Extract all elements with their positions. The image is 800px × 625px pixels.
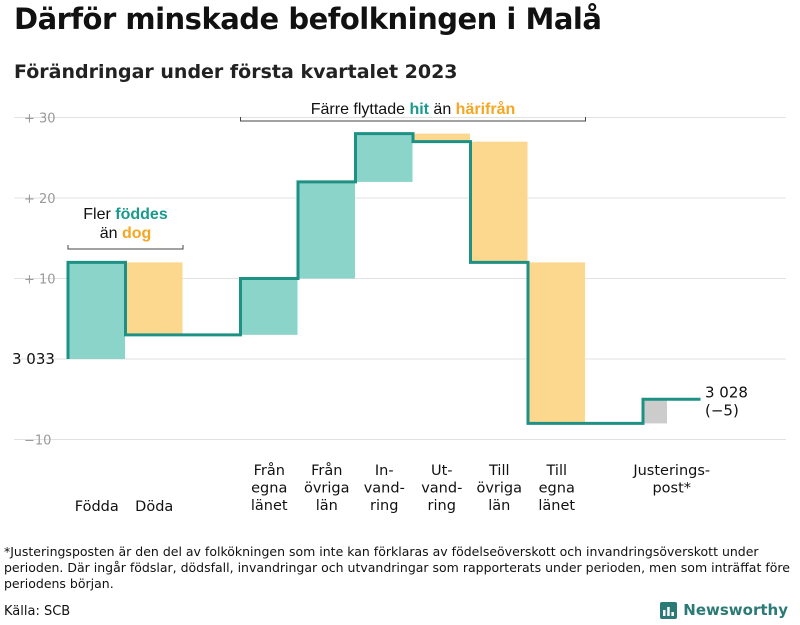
waterfall-bar-3	[240, 278, 298, 335]
annotation-text-part: föddes	[115, 206, 168, 223]
category-label-line: Justerings-	[632, 463, 710, 479]
brand-logo: Newsworthy	[660, 601, 788, 619]
category-label: Till övriga län	[476, 463, 522, 514]
chart-subtitle: Förändringar under första kvartalet 2023	[14, 61, 458, 83]
annotation-text-part: härifrån	[456, 100, 516, 118]
category-label-line: Från	[254, 462, 285, 479]
waterfall-bar-6	[413, 133, 470, 142]
category-label-line: Döda	[135, 499, 173, 515]
category-label: Från övriga län	[304, 462, 350, 514]
waterfall-bar-10	[643, 399, 667, 424]
category-label-line: Till	[488, 463, 510, 479]
annotation-text: än dog	[100, 225, 152, 242]
annotation-text-part: än	[100, 225, 122, 242]
annotation-bracket	[240, 117, 586, 122]
annotation-text-part: dog	[122, 225, 151, 242]
waterfall-bar-8	[528, 262, 585, 424]
annotation-bracket	[67, 245, 184, 250]
bar-chart-icon	[660, 601, 678, 619]
footnote: *Justeringsposten är den del av folkökni…	[4, 544, 790, 591]
category-label-line: län	[316, 498, 338, 514]
cumulative-step-line	[66, 132, 701, 425]
waterfall-bar-4	[298, 181, 355, 279]
category-label-line: övriga	[304, 481, 350, 497]
category-label-line: vand-	[421, 481, 462, 497]
category-label: Från egna länet	[251, 462, 288, 514]
category-label-line: Till	[546, 463, 568, 479]
waterfall-bar-7	[470, 141, 528, 263]
category-label-line: länet	[538, 498, 575, 514]
source-note: Källa: SCB	[4, 604, 71, 619]
category-label: Födda	[75, 499, 119, 515]
category-label-line: vand-	[364, 481, 405, 497]
category-label-line: ring	[370, 498, 398, 514]
annotation-text: Fler föddes	[83, 206, 168, 223]
category-label-line: egna	[539, 481, 575, 497]
category-label-line: ring	[428, 498, 456, 514]
y-tick-label: + 10	[24, 273, 56, 288]
annotation-text-part: Färre flyttade	[311, 101, 410, 118]
end-value-label: 3 028	[705, 383, 748, 401]
end-change-label: (−5)	[705, 401, 739, 419]
y-tick-label: −10	[24, 434, 51, 449]
brand-name: Newsworthy	[683, 601, 788, 619]
waterfall-bar-0	[68, 262, 125, 359]
y-tick-label: + 30	[24, 112, 56, 127]
category-label-line: län	[488, 498, 510, 514]
category-label-line: övriga	[476, 481, 522, 497]
annotation-text-part: än	[429, 101, 456, 118]
annotation-text-part: hit	[409, 101, 429, 118]
category-label: Ut-vand-ring	[421, 463, 462, 514]
start-value-label: 3 033	[12, 350, 55, 368]
category-label-line: Ut-	[431, 463, 453, 479]
category-label-line: In-	[375, 463, 394, 479]
chart-title: Därför minskade befolkningen i Malå	[14, 2, 602, 36]
category-label: Döda	[135, 499, 173, 515]
annotation-text-part: Fler	[83, 206, 115, 223]
category-label: In-vand-ring	[364, 463, 405, 514]
category-label-line: egna	[251, 481, 287, 497]
waterfall-bar-5	[355, 133, 413, 182]
category-label-line: länet	[251, 498, 288, 514]
waterfall-bar-1	[125, 262, 183, 335]
annotation-text: Färre flyttade hit än härifrån	[311, 100, 516, 118]
category-label-line: Från	[311, 462, 342, 479]
category-label: Till egna länet	[538, 463, 575, 514]
category-label-line: Födda	[75, 499, 119, 515]
y-tick-label: + 20	[24, 192, 56, 207]
category-label-line: post*	[652, 481, 691, 497]
category-label: Justerings-post*	[632, 463, 710, 497]
